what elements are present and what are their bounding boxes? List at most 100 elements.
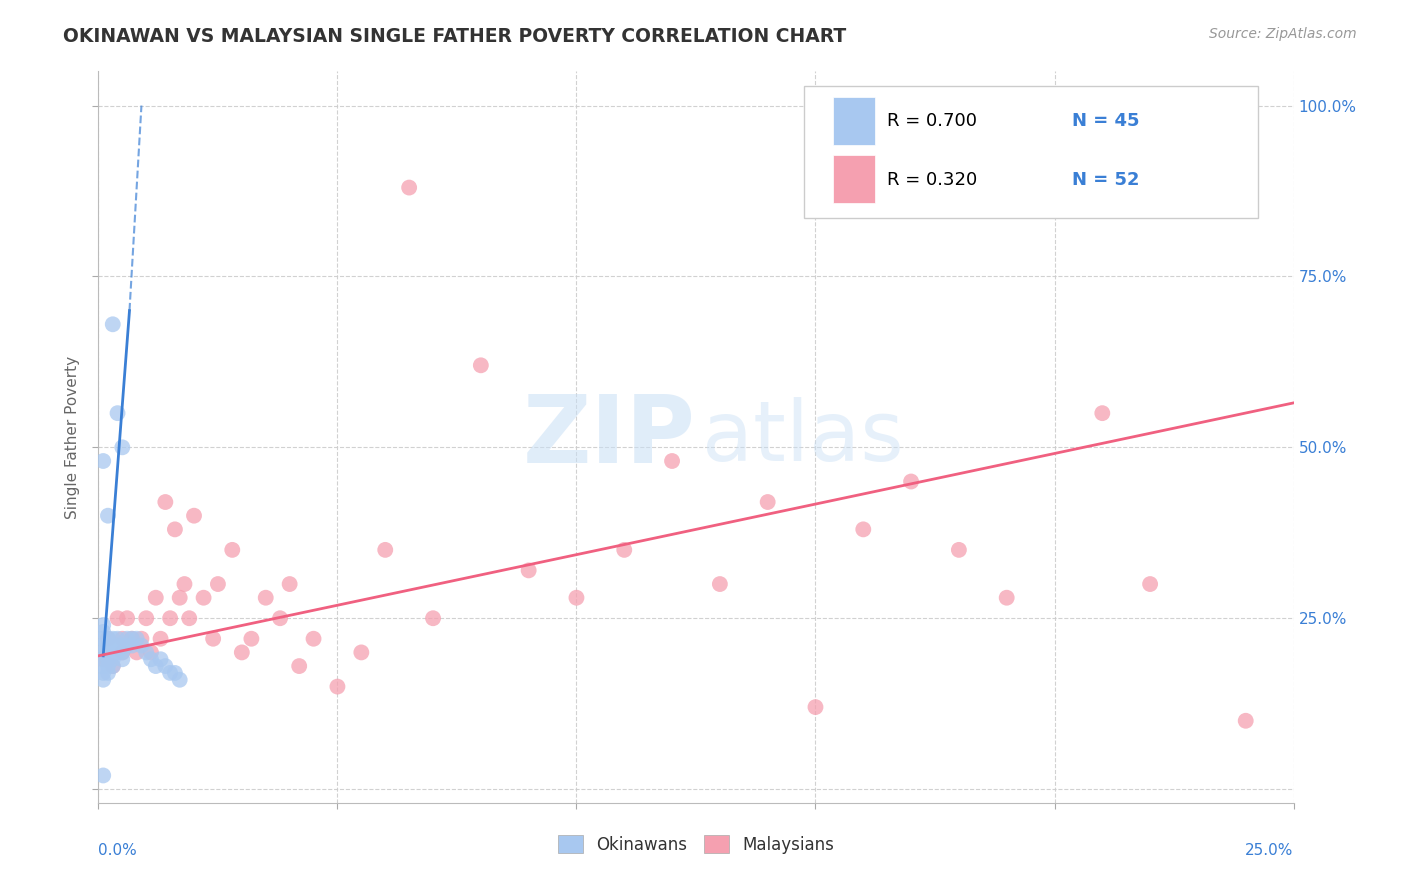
Point [91,632,114,646]
Point [240,632,263,646]
Point [91,454,114,468]
Point [115,632,138,646]
FancyBboxPatch shape [804,86,1258,218]
Text: R = 0.700: R = 0.700 [887,112,977,130]
Point [97,508,120,523]
Point [101,318,124,332]
Point [231,645,253,659]
Point [125,632,148,646]
Point [107,645,129,659]
Point [900,475,922,489]
Point [804,700,827,714]
Point [91,652,114,666]
Point [159,665,181,680]
Point [254,591,277,605]
Point [278,577,301,591]
Point [111,639,134,653]
Point [97,652,120,666]
Point [326,680,349,694]
Point [169,673,191,687]
Point [221,542,243,557]
Point [422,611,444,625]
Point [121,639,143,653]
Point [159,611,181,625]
Point [995,591,1018,605]
Point [1139,577,1161,591]
Point [149,652,172,666]
Point [470,359,492,373]
Point [111,632,134,646]
Point [149,632,172,646]
Point [398,180,420,194]
Point [101,645,124,659]
Point [101,659,124,673]
FancyBboxPatch shape [834,97,876,145]
Text: atlas: atlas [702,397,904,477]
Point [111,440,134,454]
Point [169,591,191,605]
Point [115,639,138,653]
Y-axis label: Single Father Poverty: Single Father Poverty [65,356,80,518]
Point [517,563,540,577]
FancyBboxPatch shape [834,155,876,203]
Point [107,639,129,653]
Point [139,652,162,666]
Point [202,632,225,646]
Text: 25.0%: 25.0% [1246,843,1294,858]
Point [111,645,134,659]
Point [131,639,153,653]
Point [91,659,114,673]
Point [97,645,120,659]
Point [101,659,124,673]
Point [163,665,186,680]
Legend: Okinawans, Malaysians: Okinawans, Malaysians [551,829,841,860]
Point [948,542,970,557]
Point [101,652,124,666]
Point [91,673,114,687]
Point [207,577,229,591]
Point [111,652,134,666]
Point [97,632,120,646]
Point [1091,406,1114,420]
Point [179,611,201,625]
Point [135,611,157,625]
Text: N = 45: N = 45 [1073,112,1140,130]
Point [613,542,636,557]
Point [661,454,683,468]
Point [125,645,148,659]
Text: OKINAWAN VS MALAYSIAN SINGLE FATHER POVERTY CORRELATION CHART: OKINAWAN VS MALAYSIAN SINGLE FATHER POVE… [63,27,846,45]
Point [91,639,114,653]
Point [121,632,143,646]
Text: Source: ZipAtlas.com: Source: ZipAtlas.com [1209,27,1357,41]
Point [173,577,195,591]
Point [107,406,129,420]
Text: R = 0.320: R = 0.320 [887,170,977,188]
Point [374,542,396,557]
Point [91,768,114,782]
Point [107,611,129,625]
Point [155,659,177,673]
Point [288,659,311,673]
Point [709,577,731,591]
Point [565,591,588,605]
Point [91,665,114,680]
Point [145,659,167,673]
Point [111,645,134,659]
Point [91,645,114,659]
Point [97,632,120,646]
Point [1234,714,1257,728]
Point [193,591,215,605]
Point [302,632,325,646]
Point [139,645,162,659]
Point [350,645,373,659]
Text: ZIP: ZIP [523,391,696,483]
Point [135,645,157,659]
Point [97,659,120,673]
Text: N = 52: N = 52 [1073,170,1140,188]
Point [183,508,205,523]
Point [131,632,153,646]
Point [269,611,291,625]
Point [107,632,129,646]
Point [91,624,114,639]
Point [145,591,167,605]
